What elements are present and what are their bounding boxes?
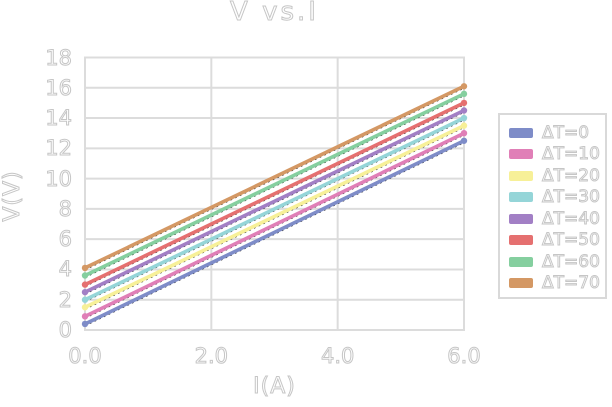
legend: ΔT=0 ΔT=10 ΔT=20 ΔT=30 ΔT=40 ΔT=50 ΔT=60 ΔT=70 (498, 113, 607, 299)
series-point-t-50 (81, 281, 89, 288)
series-point-t-70 (81, 264, 89, 272)
series-point-t-20 (81, 304, 89, 311)
series-point-t-60 (81, 272, 89, 279)
legend-swatch (509, 127, 533, 138)
series-point-t-20 (460, 122, 468, 129)
legend-item: ΔT=20 (500, 165, 605, 187)
legend-swatch (509, 235, 533, 246)
x-tick-label: 2.0 (194, 344, 229, 369)
chart-title: V vs.I (230, 0, 319, 28)
plot-border (84, 56, 465, 331)
x-tick-label: 0.0 (68, 344, 102, 369)
y-tick-label: 14 (45, 106, 73, 131)
x-tick-label: 4.0 (320, 344, 355, 369)
y-tick-label: 10 (45, 166, 73, 191)
series-line-t-70 (84, 84, 465, 270)
legend-label: ΔT=10 (542, 144, 601, 165)
series-point-t-0 (460, 137, 468, 144)
legend-item: ΔT=30 (500, 187, 605, 209)
y-tick-label: 16 (45, 75, 73, 100)
series-point-t-10 (81, 313, 89, 320)
legend-label: ΔT=50 (542, 230, 601, 251)
legend-label: ΔT=30 (542, 187, 601, 208)
legend-label: ΔT=60 (542, 251, 601, 272)
legend-item: ΔT=50 (500, 230, 605, 252)
series-point-t-30 (460, 114, 468, 122)
legend-swatch (509, 192, 533, 203)
series-line-t-10 (84, 131, 465, 318)
series-point-t-40 (460, 107, 468, 114)
series-line-t-0 (84, 139, 465, 326)
legend-item: ΔT=0 (500, 122, 605, 144)
legend-label: ΔT=0 (541, 122, 590, 143)
series-line-t-30 (84, 116, 465, 302)
y-tick-label: 2 (58, 287, 72, 312)
series-line-t-40 (84, 108, 465, 294)
y-tick-label: 12 (45, 136, 73, 161)
series-point-t-40 (81, 288, 89, 296)
series-line-t-20 (84, 124, 465, 309)
legend-swatch (509, 149, 533, 160)
series-point-t-60 (460, 90, 468, 98)
series-point-t-50 (460, 99, 468, 107)
legend-item: ΔT=10 (500, 144, 605, 166)
y-tick-label: 8 (58, 196, 72, 221)
legend-swatch (509, 213, 533, 224)
legend-swatch (509, 170, 533, 181)
legend-label: ΔT=20 (542, 165, 601, 186)
series-point-t-10 (460, 129, 468, 137)
series-line-t-50 (84, 101, 465, 287)
legend-item: ΔT=40 (500, 208, 605, 230)
y-tick-label: 6 (58, 227, 72, 252)
legend-label: ΔT=40 (542, 208, 601, 229)
y-tick-label: 0 (58, 318, 72, 343)
y-tick-label: 18 (45, 45, 73, 70)
legend-swatch (509, 256, 533, 267)
legend-label: ΔT=70 (542, 273, 601, 294)
series-point-t-30 (81, 296, 89, 303)
legend-item: ΔT=70 (500, 273, 605, 295)
x-axis-label: I(A) (253, 374, 296, 400)
series-point-t-0 (81, 320, 89, 328)
x-tick-label: 6.0 (447, 344, 481, 369)
y-tick-label: 4 (58, 257, 72, 282)
legend-swatch (509, 278, 533, 289)
legend-item: ΔT=60 (500, 251, 605, 273)
series-line-t-60 (84, 92, 465, 278)
series-point-t-70 (460, 83, 468, 90)
